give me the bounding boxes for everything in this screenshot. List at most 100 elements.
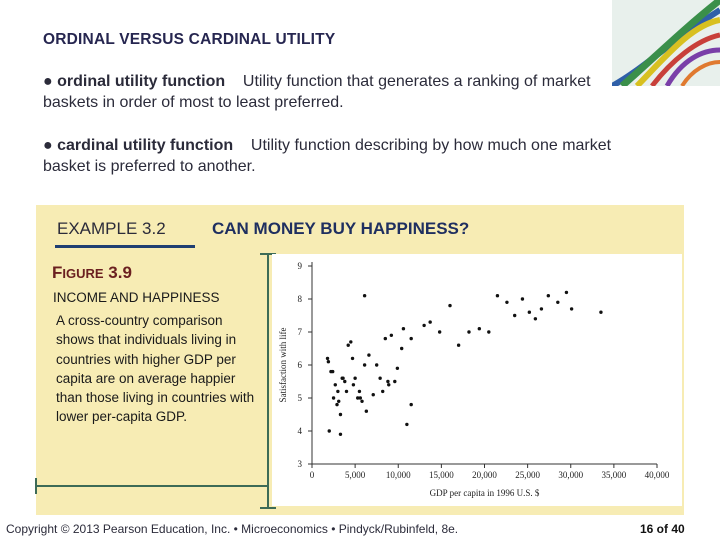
data-point <box>367 353 371 357</box>
data-point <box>569 307 574 311</box>
example-title: CAN MONEY BUY HAPPINESS? <box>212 219 470 238</box>
x-tick-label: 30,000 <box>558 470 583 480</box>
data-point <box>533 317 538 321</box>
y-tick-label: 4 <box>298 426 303 436</box>
data-point <box>325 356 330 361</box>
y-tick-label: 5 <box>298 393 303 403</box>
definition-cardinal: ● cardinal utility function Utility func… <box>43 135 643 177</box>
slide-title: ORDINAL VERSUS CARDINAL UTILITY <box>43 31 336 48</box>
data-point <box>546 294 551 298</box>
data-point <box>371 393 375 397</box>
data-point <box>505 300 509 304</box>
x-tick-label: 15,000 <box>429 470 454 480</box>
data-point <box>409 402 413 407</box>
data-point <box>467 330 471 334</box>
data-point <box>358 396 362 400</box>
x-tick-label: 10,000 <box>386 470 411 480</box>
data-point <box>401 327 406 331</box>
data-point <box>362 363 367 367</box>
data-point <box>527 310 532 314</box>
data-point <box>389 333 394 337</box>
data-point <box>564 290 569 295</box>
data-point <box>346 343 350 347</box>
data-point <box>437 330 442 334</box>
y-tick-label: 7 <box>298 327 303 337</box>
data-point <box>378 376 382 380</box>
data-point <box>539 307 544 311</box>
data-point <box>556 300 560 304</box>
definition-term: ordinal utility function <box>57 73 226 90</box>
data-point <box>362 294 367 298</box>
data-point <box>356 396 360 400</box>
data-point <box>338 432 343 436</box>
data-point <box>495 294 500 298</box>
figure-label-word: IGURE <box>62 266 104 281</box>
figure-label-initial: F <box>52 263 63 282</box>
data-point <box>364 409 369 413</box>
data-point <box>422 323 426 328</box>
data-point <box>409 336 413 341</box>
x-tick-label: 5,000 <box>345 470 366 480</box>
data-point <box>357 389 362 394</box>
chart-canvas: 3 4 5 6 7 8 9 0 5,000 10,000 15,000 20,000 25,000 30,… <box>278 261 670 498</box>
x-tick-label: 35,000 <box>602 470 627 480</box>
data-point <box>326 360 331 364</box>
data-point <box>386 379 390 384</box>
data-point <box>350 356 355 361</box>
figure-label: FIGURE 3.9 <box>52 263 132 283</box>
bullet-icon: ● <box>43 73 53 90</box>
x-tick-label: 40,000 <box>645 470 670 480</box>
data-point <box>383 336 388 341</box>
data-point <box>344 389 349 394</box>
data-point <box>400 346 404 351</box>
data-point <box>428 320 432 324</box>
bullet-icon: ● <box>43 137 53 154</box>
definition-text: Utility function describing by how much … <box>43 137 612 175</box>
y-tick-label: 6 <box>298 360 303 370</box>
figure-number: 3.9 <box>108 263 132 282</box>
definition-ordinal: ● ordinal utility function Utility funct… <box>43 71 643 113</box>
data-point <box>351 383 356 387</box>
x-tick-label: 0 <box>310 470 315 480</box>
example-label: EXAMPLE 3.2 <box>57 219 166 238</box>
data-point <box>599 310 603 314</box>
data-point <box>456 343 461 347</box>
data-point <box>337 399 341 403</box>
y-axis-label: Satisfaction with life <box>278 328 288 403</box>
ribbon-strands-decoration <box>612 0 720 86</box>
figure-bracket <box>35 253 276 509</box>
page-number: 16 of 40 <box>640 522 685 536</box>
footer-copyright: Copyright © 2013 Pearson Education, Inc.… <box>6 522 459 536</box>
example-underline <box>55 245 195 248</box>
x-axis-label: GDP per capita in 1996 U.S. $ <box>430 488 540 498</box>
data-point <box>360 399 364 403</box>
data-point <box>477 327 482 331</box>
figure-title: INCOME AND HAPPINESS <box>53 290 220 305</box>
data-point <box>395 366 400 370</box>
data-point <box>333 383 337 387</box>
figure-description: A cross-country comparison shows that in… <box>56 313 255 425</box>
data-point <box>374 363 379 367</box>
data-point <box>520 297 525 301</box>
data-point <box>353 376 357 380</box>
definition-text: Utility function that generates a rankin… <box>43 73 591 111</box>
data-point <box>331 369 335 374</box>
data-point <box>349 340 353 344</box>
data-point <box>393 379 397 384</box>
y-tick-label: 3 <box>298 459 303 469</box>
x-tick-label: 25,000 <box>515 470 540 480</box>
x-tick-label: 20,000 <box>472 470 497 480</box>
data-point <box>338 412 343 417</box>
data-point <box>327 429 331 433</box>
data-point <box>341 376 345 380</box>
y-tick-label: 9 <box>298 261 303 271</box>
data-point <box>381 389 385 394</box>
data-point <box>448 303 452 308</box>
data-point <box>487 330 491 334</box>
data-point <box>335 402 339 407</box>
data-point <box>331 396 336 400</box>
scatter-chart: 3 4 5 6 7 8 9 0 5,000 10,000 15,000 20,000 25,000 30,… <box>272 254 682 506</box>
y-tick-label: 8 <box>298 294 303 304</box>
data-point <box>512 313 517 318</box>
data-point <box>387 383 391 387</box>
